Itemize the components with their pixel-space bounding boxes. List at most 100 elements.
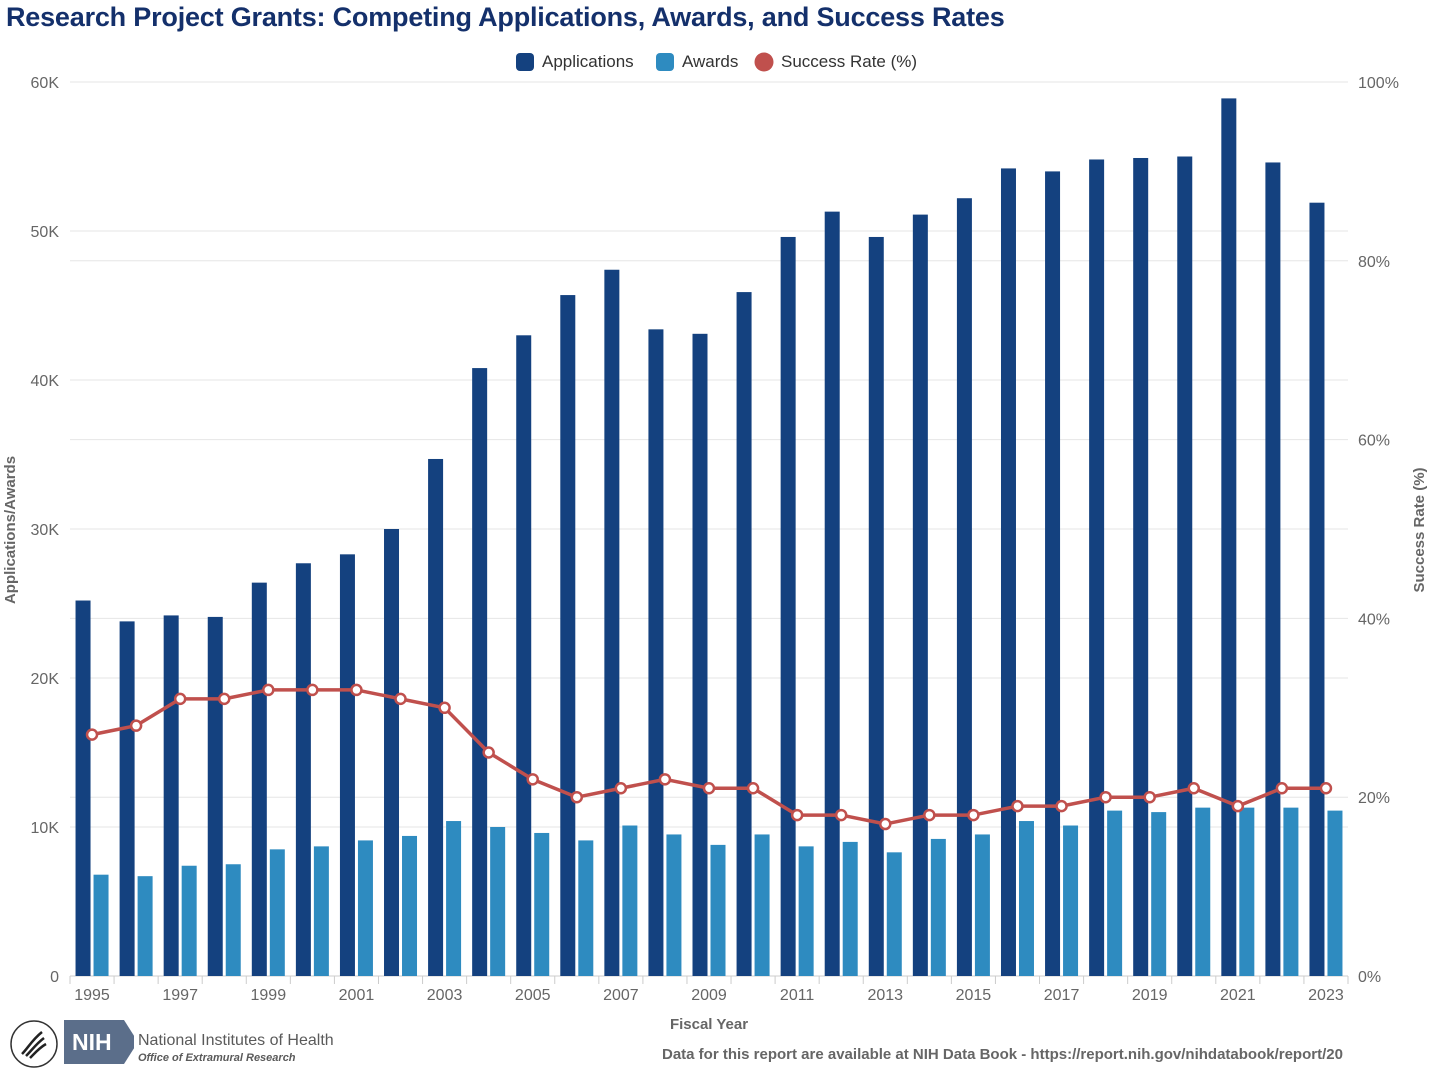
success-rate-point-2023[interactable] (1319, 782, 1333, 795)
bar-applications-2023[interactable] (1309, 202, 1325, 976)
success-rate-point-2011[interactable] (790, 808, 804, 822)
success-rate-point-2005[interactable] (526, 773, 539, 786)
bar-awards-2013[interactable] (886, 852, 902, 976)
bar-applications-2013[interactable] (868, 236, 884, 976)
bar-awards-2011[interactable] (798, 846, 814, 976)
success-rate-line (85, 683, 1333, 831)
bar-applications-2021[interactable] (1221, 98, 1237, 976)
bar-applications-2008[interactable] (648, 329, 664, 977)
success-rate-point-1997[interactable] (173, 692, 187, 706)
bar-awards-2015[interactable] (974, 834, 990, 976)
success-rate-point-2019[interactable] (1143, 790, 1156, 804)
bar-applications-2022[interactable] (1265, 162, 1281, 976)
success-rate-point-2008[interactable] (658, 773, 672, 786)
bar-applications-2012[interactable] (824, 211, 840, 976)
bar-awards-1997[interactable] (181, 865, 197, 976)
bar-applications-1995[interactable] (75, 600, 91, 976)
y-tick-label: 30K (31, 522, 60, 539)
bar-applications-2004[interactable] (472, 368, 488, 977)
bar-awards-2001[interactable] (357, 840, 373, 976)
bar-applications-2001[interactable] (339, 554, 355, 976)
success-rate-point-1998[interactable] (217, 692, 231, 706)
bar-awards-1996[interactable] (137, 876, 153, 976)
bar-applications-2015[interactable] (956, 198, 972, 977)
success-rate-point-2021[interactable] (1231, 799, 1245, 813)
bar-applications-2002[interactable] (384, 529, 400, 976)
bar-applications-1999[interactable] (251, 582, 267, 976)
y2-tick-label: 0% (1358, 969, 1381, 986)
bar-awards-2014[interactable] (930, 838, 946, 976)
bar-applications-1996[interactable] (119, 621, 135, 976)
bar-applications-2007[interactable] (604, 269, 620, 976)
success-rate-point-2016[interactable] (1011, 799, 1024, 813)
success-rate-point-2013[interactable] (879, 817, 892, 831)
legend-swatch (516, 53, 534, 71)
success-rate-point-2017[interactable] (1055, 799, 1068, 813)
bar-awards-2008[interactable] (666, 834, 682, 976)
success-rate-point-2006[interactable] (570, 790, 584, 804)
success-rate-point-2002[interactable] (394, 692, 407, 706)
bar-awards-2010[interactable] (754, 834, 770, 976)
bar-applications-2003[interactable] (428, 458, 444, 977)
bar-awards-2023[interactable] (1327, 810, 1343, 976)
bar-applications-2019[interactable] (1133, 157, 1149, 977)
bar-awards-1999[interactable] (269, 849, 285, 976)
bar-applications-2009[interactable] (692, 333, 708, 976)
bar-awards-2012[interactable] (842, 841, 858, 976)
legend-item-awards[interactable]: Awards (656, 52, 738, 71)
bar-awards-2019[interactable] (1151, 812, 1167, 976)
success-rate-point-2001[interactable] (350, 683, 363, 697)
bar-awards-2005[interactable] (534, 832, 550, 976)
success-rate-point-2012[interactable] (834, 808, 848, 822)
bar-applications-2005[interactable] (516, 335, 532, 976)
bar-applications-2020[interactable] (1177, 156, 1193, 977)
bar-applications-2018[interactable] (1089, 159, 1105, 977)
hhs-seal-icon (10, 1020, 58, 1068)
bar-awards-1995[interactable] (93, 874, 109, 976)
bar-awards-2018[interactable] (1107, 810, 1123, 976)
bar-awards-2003[interactable] (446, 821, 462, 976)
bar-applications-2014[interactable] (912, 214, 928, 977)
bar-applications-2016[interactable] (1000, 168, 1016, 977)
success-rate-point-2018[interactable] (1099, 790, 1112, 804)
bar-awards-2021[interactable] (1239, 807, 1255, 976)
success-rate-point-2020[interactable] (1187, 782, 1201, 795)
bar-awards-2000[interactable] (313, 846, 329, 976)
legend-item-applications[interactable]: Applications (516, 52, 634, 71)
bar-applications-1997[interactable] (163, 615, 179, 976)
bar-awards-2017[interactable] (1063, 825, 1079, 976)
success-rate-point-2007[interactable] (614, 782, 628, 795)
bar-applications-2010[interactable] (736, 292, 752, 977)
legend-item-success-rate[interactable]: Success Rate (%) (754, 52, 918, 72)
bar-awards-2020[interactable] (1195, 807, 1211, 976)
success-rate-point-2000[interactable] (306, 683, 319, 697)
bar-awards-2002[interactable] (402, 835, 418, 976)
x-tick-label: 2015 (956, 987, 992, 1004)
success-rate-point-2004[interactable] (482, 746, 495, 759)
success-rate-point-2015[interactable] (967, 808, 980, 822)
bar-applications-2011[interactable] (780, 236, 796, 976)
bar-awards-1998[interactable] (225, 864, 241, 976)
success-rate-point-1999[interactable] (262, 683, 275, 697)
success-rate-point-2010[interactable] (746, 782, 760, 795)
success-rate-point-1995[interactable] (85, 728, 99, 741)
success-rate-point-2009[interactable] (702, 782, 716, 795)
x-tick-label: 2023 (1308, 987, 1344, 1004)
success-rate-point-1996[interactable] (129, 719, 143, 732)
bar-awards-2006[interactable] (578, 840, 594, 976)
awards-bars (93, 807, 1343, 976)
bar-awards-2016[interactable] (1018, 821, 1034, 976)
x-tick-label: 2017 (1044, 987, 1080, 1004)
success-rate-point-2014[interactable] (923, 808, 936, 822)
success-rate-point-2022[interactable] (1275, 782, 1289, 795)
bar-awards-2022[interactable] (1283, 807, 1299, 976)
bar-awards-2007[interactable] (622, 825, 638, 976)
bar-awards-2004[interactable] (490, 827, 506, 976)
bar-applications-1998[interactable] (207, 616, 223, 976)
x-tick-label: 2003 (427, 987, 463, 1004)
bar-applications-2000[interactable] (295, 563, 311, 976)
bar-applications-2006[interactable] (560, 295, 576, 976)
bar-applications-2017[interactable] (1045, 171, 1061, 976)
bar-awards-2009[interactable] (710, 844, 726, 976)
success-rate-point-2003[interactable] (438, 701, 451, 715)
